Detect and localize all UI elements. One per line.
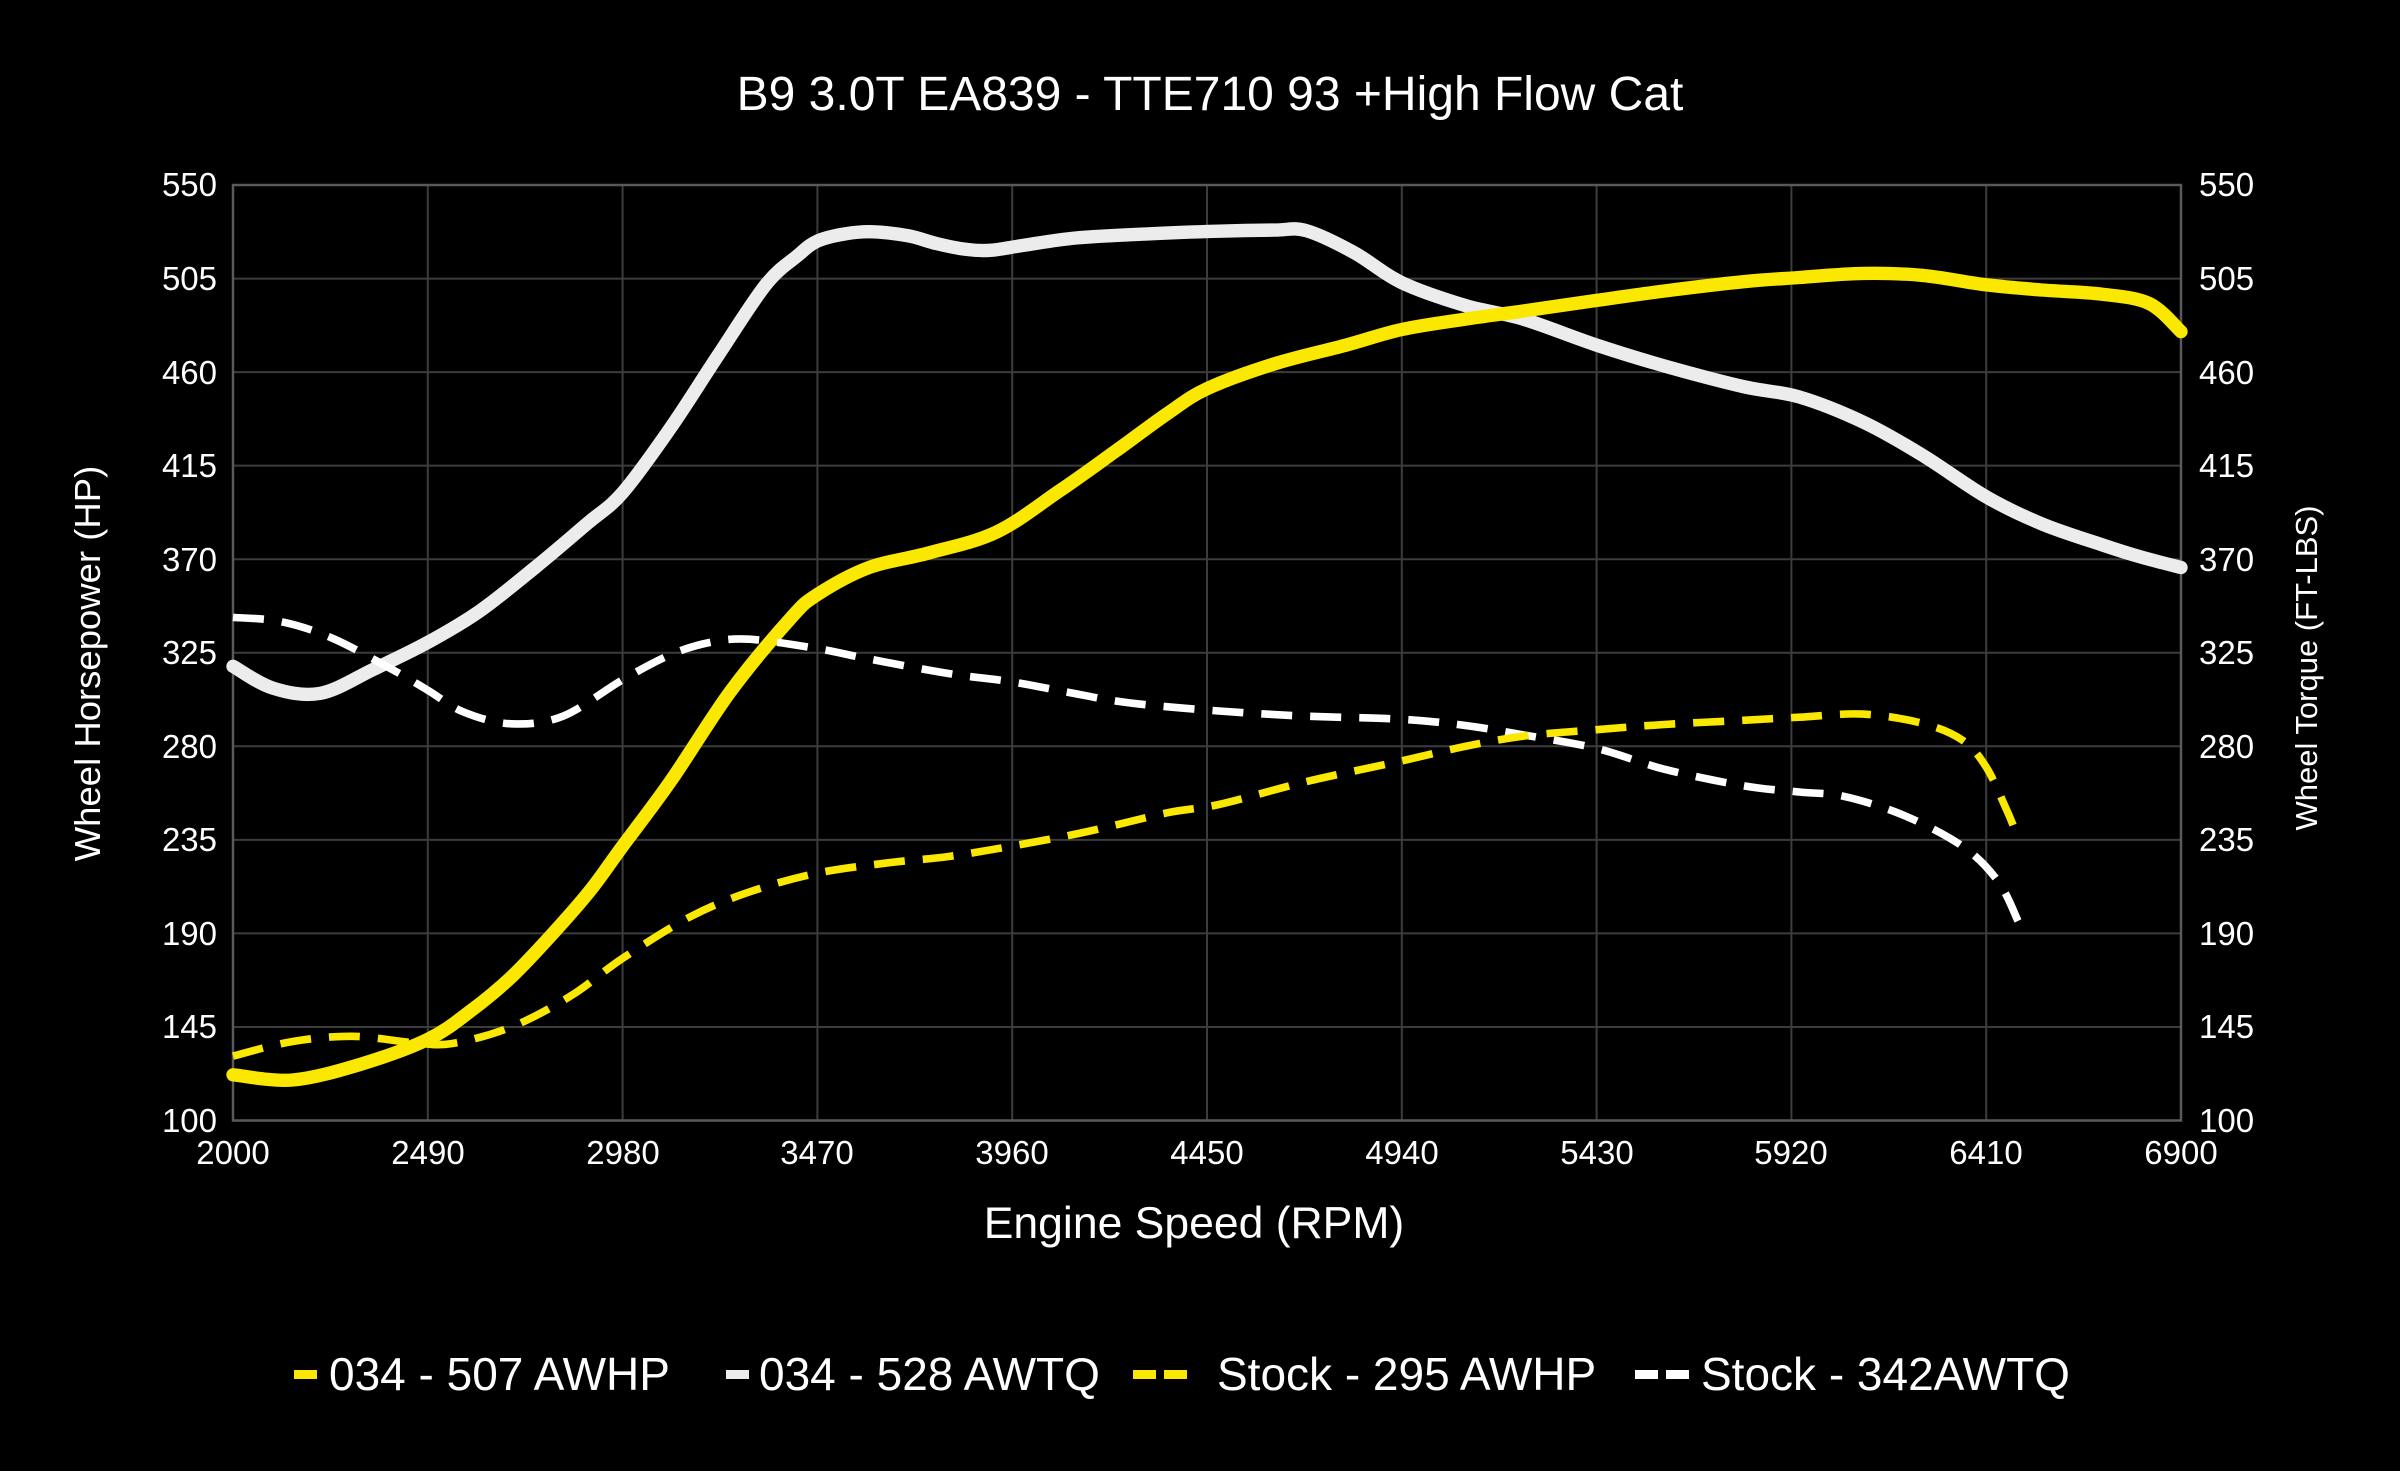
svg-text:4940: 4940 — [1365, 1134, 1438, 1171]
svg-text:325: 325 — [162, 634, 217, 671]
svg-text:325: 325 — [2199, 634, 2254, 671]
svg-text:Engine Speed (RPM): Engine Speed (RPM) — [984, 1199, 1405, 1248]
svg-text:235: 235 — [2199, 821, 2254, 858]
svg-text:034 - 528 AWTQ: 034 - 528 AWTQ — [759, 1348, 1100, 1400]
svg-text:B9 3.0T EA839 - TTE710 93 +Hig: B9 3.0T EA839 - TTE710 93 +High Flow Cat — [737, 68, 1684, 121]
svg-text:460: 460 — [2199, 354, 2254, 391]
svg-text:2490: 2490 — [391, 1134, 464, 1171]
svg-text:550: 550 — [162, 166, 217, 203]
svg-text:145: 145 — [162, 1008, 217, 1045]
svg-text:Wheel Horsepower (HP): Wheel Horsepower (HP) — [67, 466, 108, 862]
svg-text:2000: 2000 — [196, 1134, 269, 1171]
svg-text:Wheel Torque (FT-LBS): Wheel Torque (FT-LBS) — [2289, 505, 2324, 830]
svg-text:6410: 6410 — [1949, 1134, 2022, 1171]
svg-text:235: 235 — [162, 821, 217, 858]
svg-text:280: 280 — [2199, 728, 2254, 765]
svg-text:505: 505 — [2199, 260, 2254, 297]
svg-text:4450: 4450 — [1170, 1134, 1243, 1171]
svg-text:415: 415 — [2199, 447, 2254, 484]
svg-text:370: 370 — [2199, 541, 2254, 578]
svg-text:280: 280 — [162, 728, 217, 765]
svg-text:5430: 5430 — [1560, 1134, 1633, 1171]
svg-text:3470: 3470 — [780, 1134, 853, 1171]
svg-text:6900: 6900 — [2144, 1134, 2217, 1171]
svg-text:415: 415 — [162, 447, 217, 484]
svg-text:2980: 2980 — [586, 1134, 659, 1171]
svg-text:460: 460 — [162, 354, 217, 391]
svg-text:3960: 3960 — [975, 1134, 1048, 1171]
svg-text:370: 370 — [162, 541, 217, 578]
svg-text:Stock - 295 AWHP: Stock - 295 AWHP — [1217, 1348, 1596, 1400]
svg-text:100: 100 — [162, 1102, 217, 1139]
svg-text:034 - 507 AWHP: 034 - 507 AWHP — [329, 1348, 670, 1400]
svg-text:Stock - 342AWTQ: Stock - 342AWTQ — [1701, 1348, 2070, 1400]
svg-text:190: 190 — [2199, 915, 2254, 952]
svg-text:505: 505 — [162, 260, 217, 297]
svg-text:100: 100 — [2199, 1102, 2254, 1139]
svg-text:145: 145 — [2199, 1008, 2254, 1045]
svg-text:550: 550 — [2199, 166, 2254, 203]
svg-text:190: 190 — [162, 915, 217, 952]
svg-text:5920: 5920 — [1754, 1134, 1827, 1171]
